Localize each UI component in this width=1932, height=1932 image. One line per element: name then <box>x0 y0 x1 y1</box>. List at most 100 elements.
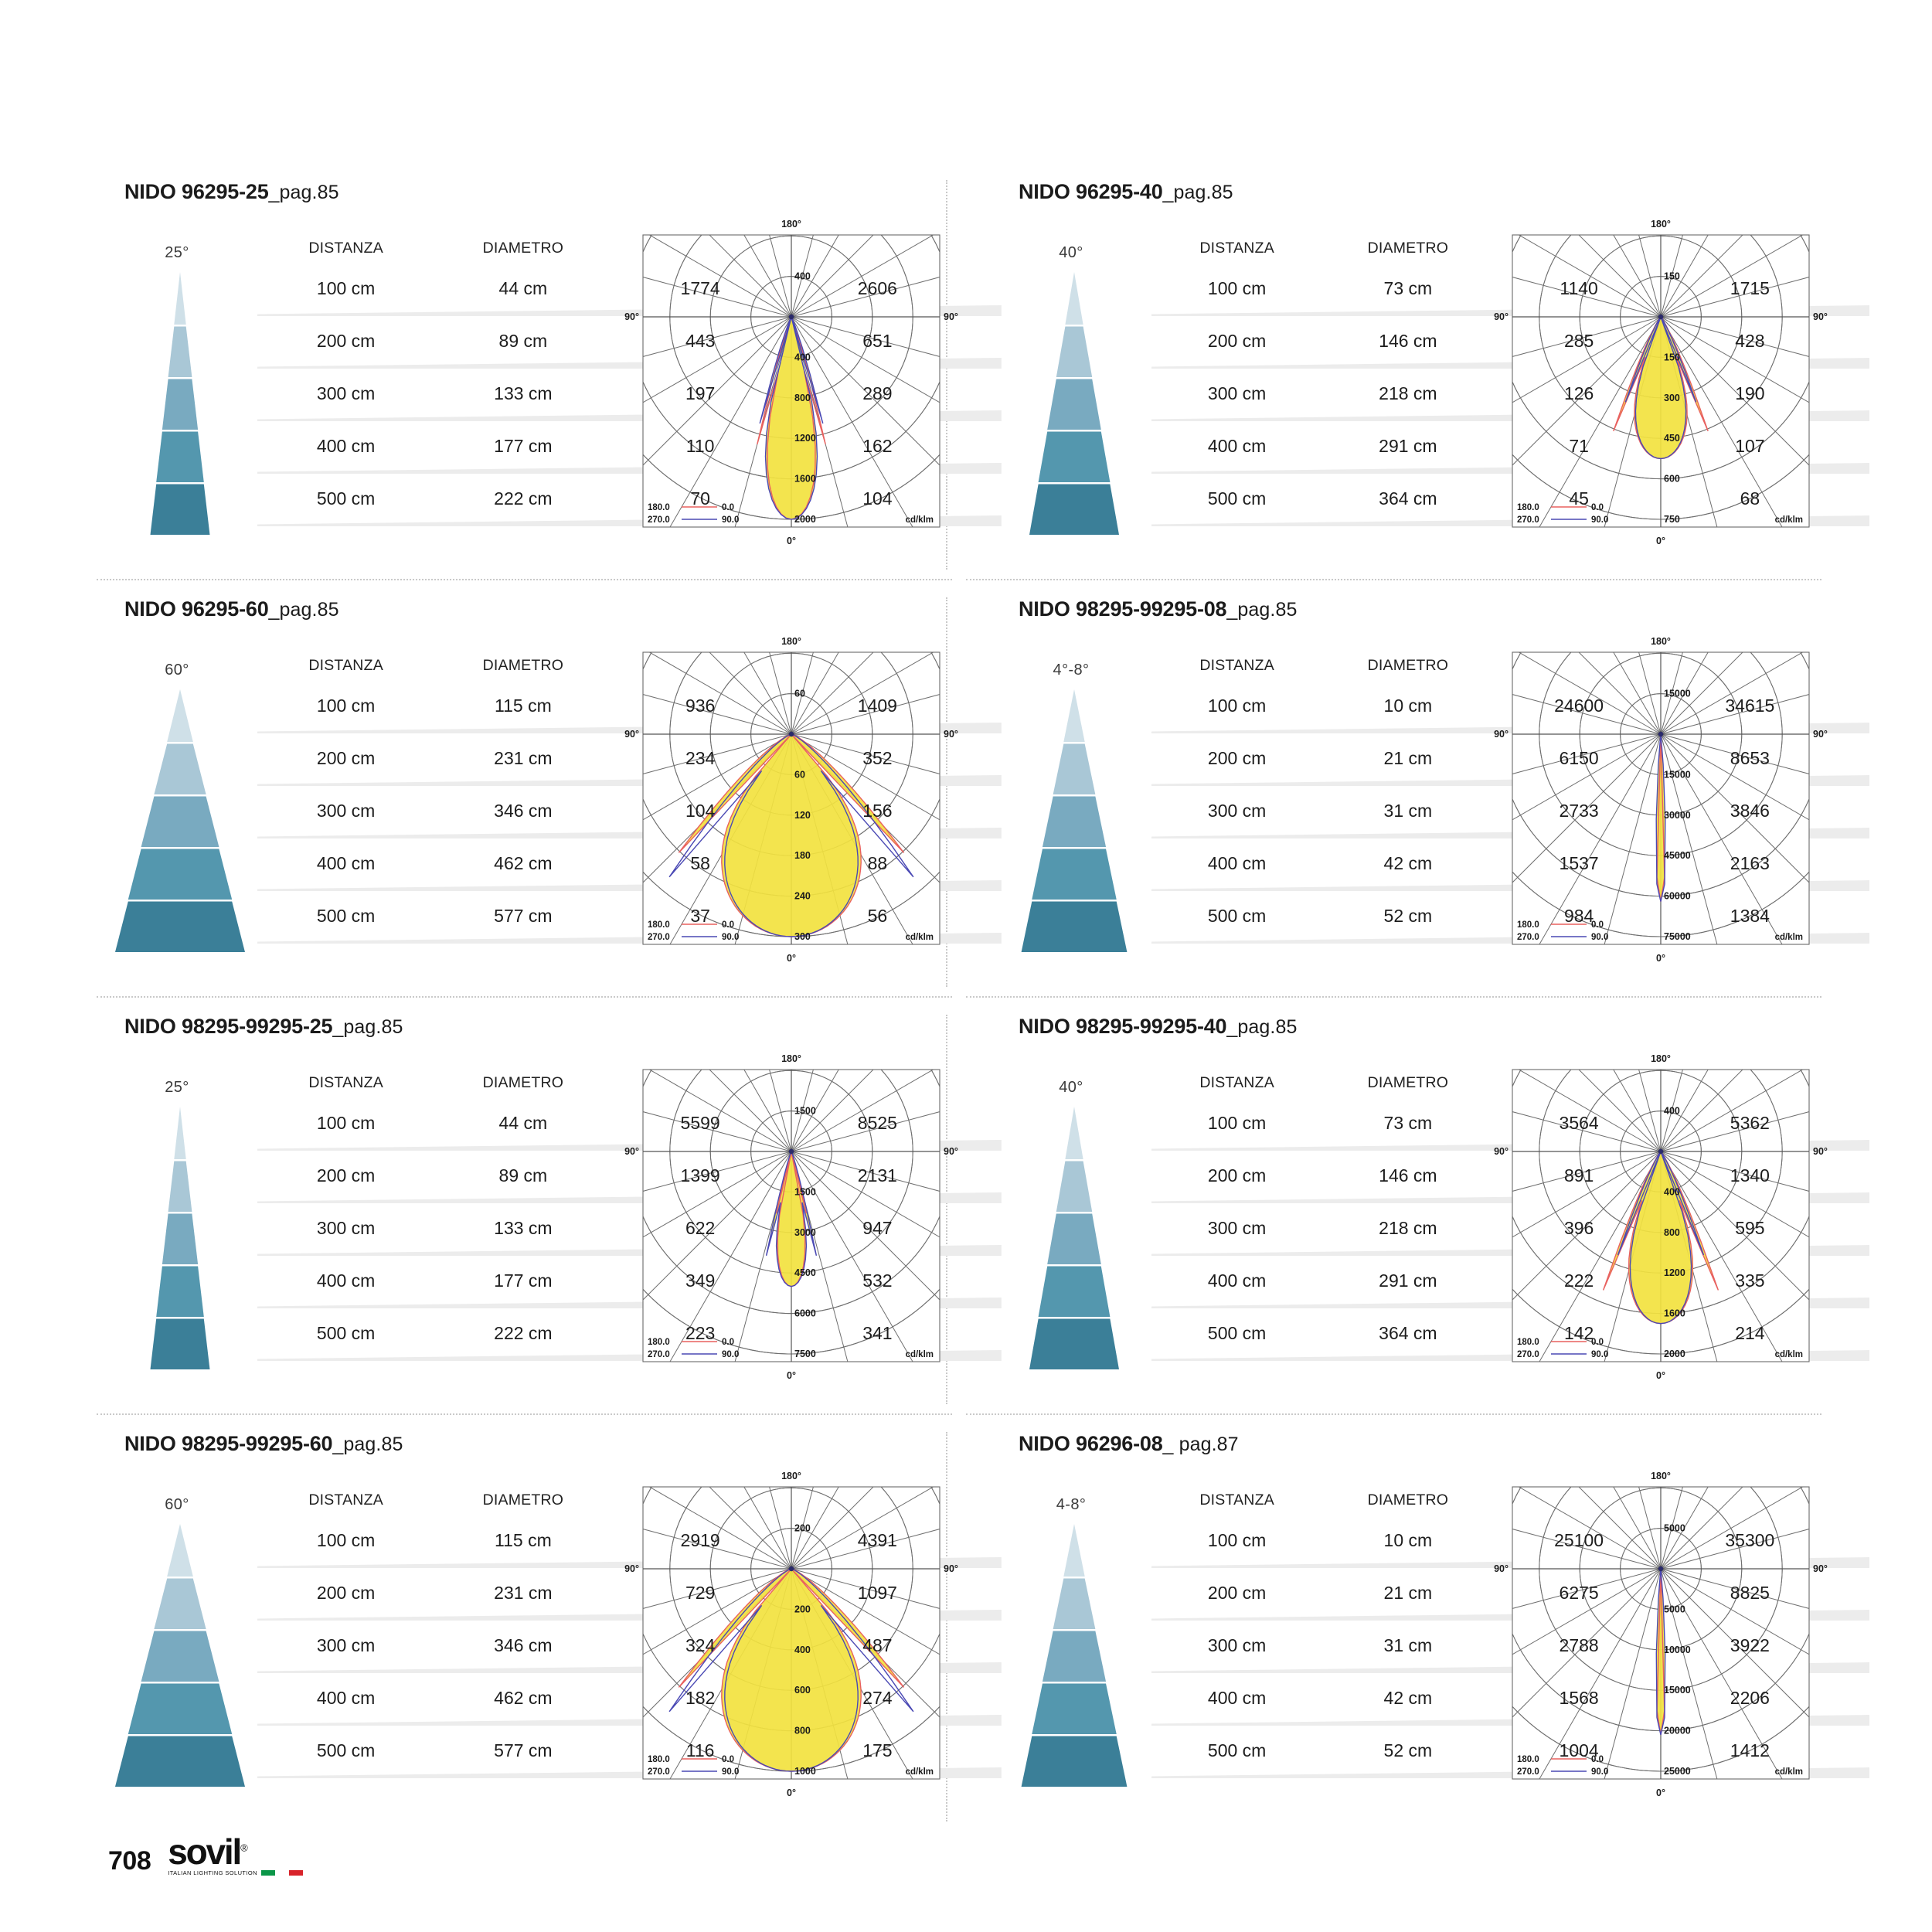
table-cell-value: 400 cm <box>316 852 376 873</box>
polar-light-distribution-chart: 60 120 180 240 300 60 180° 90° 90° 0° 180.0 0.0 270.… <box>621 624 961 988</box>
photometric-table-wrap: DISTANZADIAMETROLUX(med)LUX(max)100 cm11… <box>257 1471 1002 1798</box>
panel-grid: NIDO 96295-25_pag.8525°DISTANZADIAMETROL… <box>97 166 1870 1835</box>
svg-text:2000: 2000 <box>1664 1349 1685 1359</box>
table-cell: 500 cm <box>257 1724 1002 1778</box>
table-cell-value: 8525 <box>857 1112 897 1133</box>
table-cell-value: 984 <box>1563 905 1594 926</box>
table-cell-value: 115 cm <box>495 695 552 716</box>
svg-text:90°: 90° <box>1813 729 1828 740</box>
table-cell-value: 300 cm <box>1207 383 1267 403</box>
table-cell-value: 142 <box>1563 1322 1594 1343</box>
table-cell: 44 cm <box>434 262 611 315</box>
table-cell: 200 cm <box>257 732 1002 786</box>
table-cell-value: 500 cm <box>316 905 376 926</box>
table-cell-value: 2733 <box>1559 800 1599 821</box>
table-cell-value: 1409 <box>857 695 897 716</box>
table-cell: 500 cm <box>257 1307 1002 1361</box>
svg-text:90.0: 90.0 <box>1591 515 1608 525</box>
svg-text:90°: 90° <box>624 1563 639 1574</box>
table-cell: 200 cm <box>1151 315 1870 369</box>
table-cell: 400 cm <box>257 837 1002 891</box>
table-cell: 222 cm <box>434 1307 611 1359</box>
table-cell: 31 cm <box>1322 784 1493 837</box>
beam-angle-label: 25° <box>165 1079 189 1096</box>
svg-text:cd/klm: cd/klm <box>1775 933 1803 942</box>
panel-title-page-ref: _pag.85 <box>268 599 339 621</box>
table-cell: 300 cm <box>1151 1619 1870 1673</box>
brand-registered-mark: ® <box>240 1842 248 1854</box>
svg-text:90°: 90° <box>944 1563 958 1574</box>
svg-text:90.0: 90.0 <box>1591 933 1608 942</box>
table-cell-value: 8825 <box>1730 1582 1770 1603</box>
table-cell-value: 200 cm <box>1207 1165 1267 1185</box>
table-header-cell: DIAMETRO <box>1367 240 1449 257</box>
polar-diagram-svg: 60 120 180 240 300 60 180° 90° 90° 0° 180.0 0.0 270.… <box>624 636 958 964</box>
svg-text:90°: 90° <box>624 1146 639 1157</box>
table-header-cell: DIAMETRO <box>1367 1492 1449 1509</box>
table-cell-value: 400 cm <box>1207 1270 1267 1291</box>
table-cell: 274 <box>789 1672 966 1724</box>
table-cell: 500 cm <box>257 472 1002 526</box>
table-cell: 1399 <box>612 1149 789 1202</box>
table-cell: 218 cm <box>1322 1202 1493 1254</box>
beam-cone-figure: 25° <box>111 1074 257 1369</box>
panel-body: 60°DISTANZADIAMETROLUX(med)LUX(max)100 c… <box>111 1471 1002 1798</box>
svg-text:75000: 75000 <box>1664 931 1691 942</box>
table-cell-value: 947 <box>862 1217 893 1238</box>
table-cell: 936 <box>612 679 789 732</box>
table-header-cell: DIAMETRO <box>482 1492 564 1509</box>
beam-cone-icon <box>1008 1524 1141 1787</box>
table-header-cell: DISTANZA <box>308 240 383 257</box>
table-cell: 115 cm <box>434 1514 611 1566</box>
table-cell: 35300 <box>1665 1514 1835 1566</box>
panel-title: NIDO 98295-99295-25_pag.85 <box>124 1015 966 1039</box>
table-cell-value: 100 cm <box>1207 277 1267 298</box>
table-cell-value: 100 cm <box>316 1529 376 1550</box>
table-cell: 2606 <box>789 262 966 315</box>
svg-text:90°: 90° <box>624 311 639 322</box>
table-cell-value: 218 cm <box>1379 383 1437 403</box>
table-cell-value: 364 cm <box>1379 488 1437 509</box>
table-cell: 400 cm <box>1151 1672 1870 1726</box>
italian-flag-icon <box>260 1870 303 1876</box>
table-cell-value: 500 cm <box>316 1740 376 1760</box>
table-cell: 352 <box>789 732 966 784</box>
table-cell-value: 146 cm <box>1379 330 1437 351</box>
svg-text:180.0: 180.0 <box>648 503 670 512</box>
table-cell: 500 cm <box>1151 1307 1870 1361</box>
table-cell-value: 1140 <box>1560 277 1598 298</box>
product-panel: NIDO 98295-99295-25_pag.85 25° DISTANZA DIA… <box>97 1001 1002 1418</box>
table-cell: 73 cm <box>1322 262 1493 315</box>
table-cell: 231 cm <box>434 732 611 784</box>
brand-name: sovil® <box>168 1831 248 1872</box>
beam-angle-label: 40° <box>1059 244 1083 261</box>
table-cell-value: 300 cm <box>316 800 376 821</box>
table-cell: 56 <box>789 889 966 942</box>
svg-text:180.0: 180.0 <box>1517 1338 1539 1347</box>
svg-text:180.0: 180.0 <box>648 920 670 930</box>
panel-title: NIDO 98295-99295-60_pag.85 <box>124 1432 966 1456</box>
table-cell: 73 cm <box>1322 1097 1493 1149</box>
table-cell-value: 500 cm <box>1207 905 1267 926</box>
table-cell-value: 177 cm <box>494 1270 553 1291</box>
table-cell: 2163 <box>1665 837 1835 889</box>
svg-text:0.0: 0.0 <box>1591 1755 1604 1764</box>
beam-cone-figure: 25° <box>111 240 257 535</box>
beam-cone-icon <box>114 272 247 535</box>
panel-title-model: NIDO 96296-08 <box>1019 1432 1163 1455</box>
svg-text:180°: 180° <box>781 219 801 230</box>
panel-title-page-ref: _pag.85 <box>1162 182 1233 203</box>
polar-diagram-svg: 400 800 1200 1600 2000 400 180° 90° 90° 0° 180.0 0.… <box>1494 1053 1828 1381</box>
table-cell: 100 cm <box>1151 262 1870 316</box>
panel-title: NIDO 96296-08_ pag.87 <box>1019 1432 1835 1456</box>
svg-text:180°: 180° <box>781 1471 801 1481</box>
table-cell: 104 <box>789 472 966 525</box>
table-cell-value: 595 <box>1735 1217 1765 1238</box>
table-cell-value: 200 cm <box>1207 330 1267 351</box>
svg-text:25000: 25000 <box>1664 1766 1691 1777</box>
table-cell-value: 218 cm <box>1379 1217 1437 1238</box>
table-cell-value: 291 cm <box>1379 435 1437 456</box>
table-cell: 577 cm <box>434 889 611 942</box>
table-cell: 162 <box>789 420 966 472</box>
svg-text:60000: 60000 <box>1664 891 1691 902</box>
